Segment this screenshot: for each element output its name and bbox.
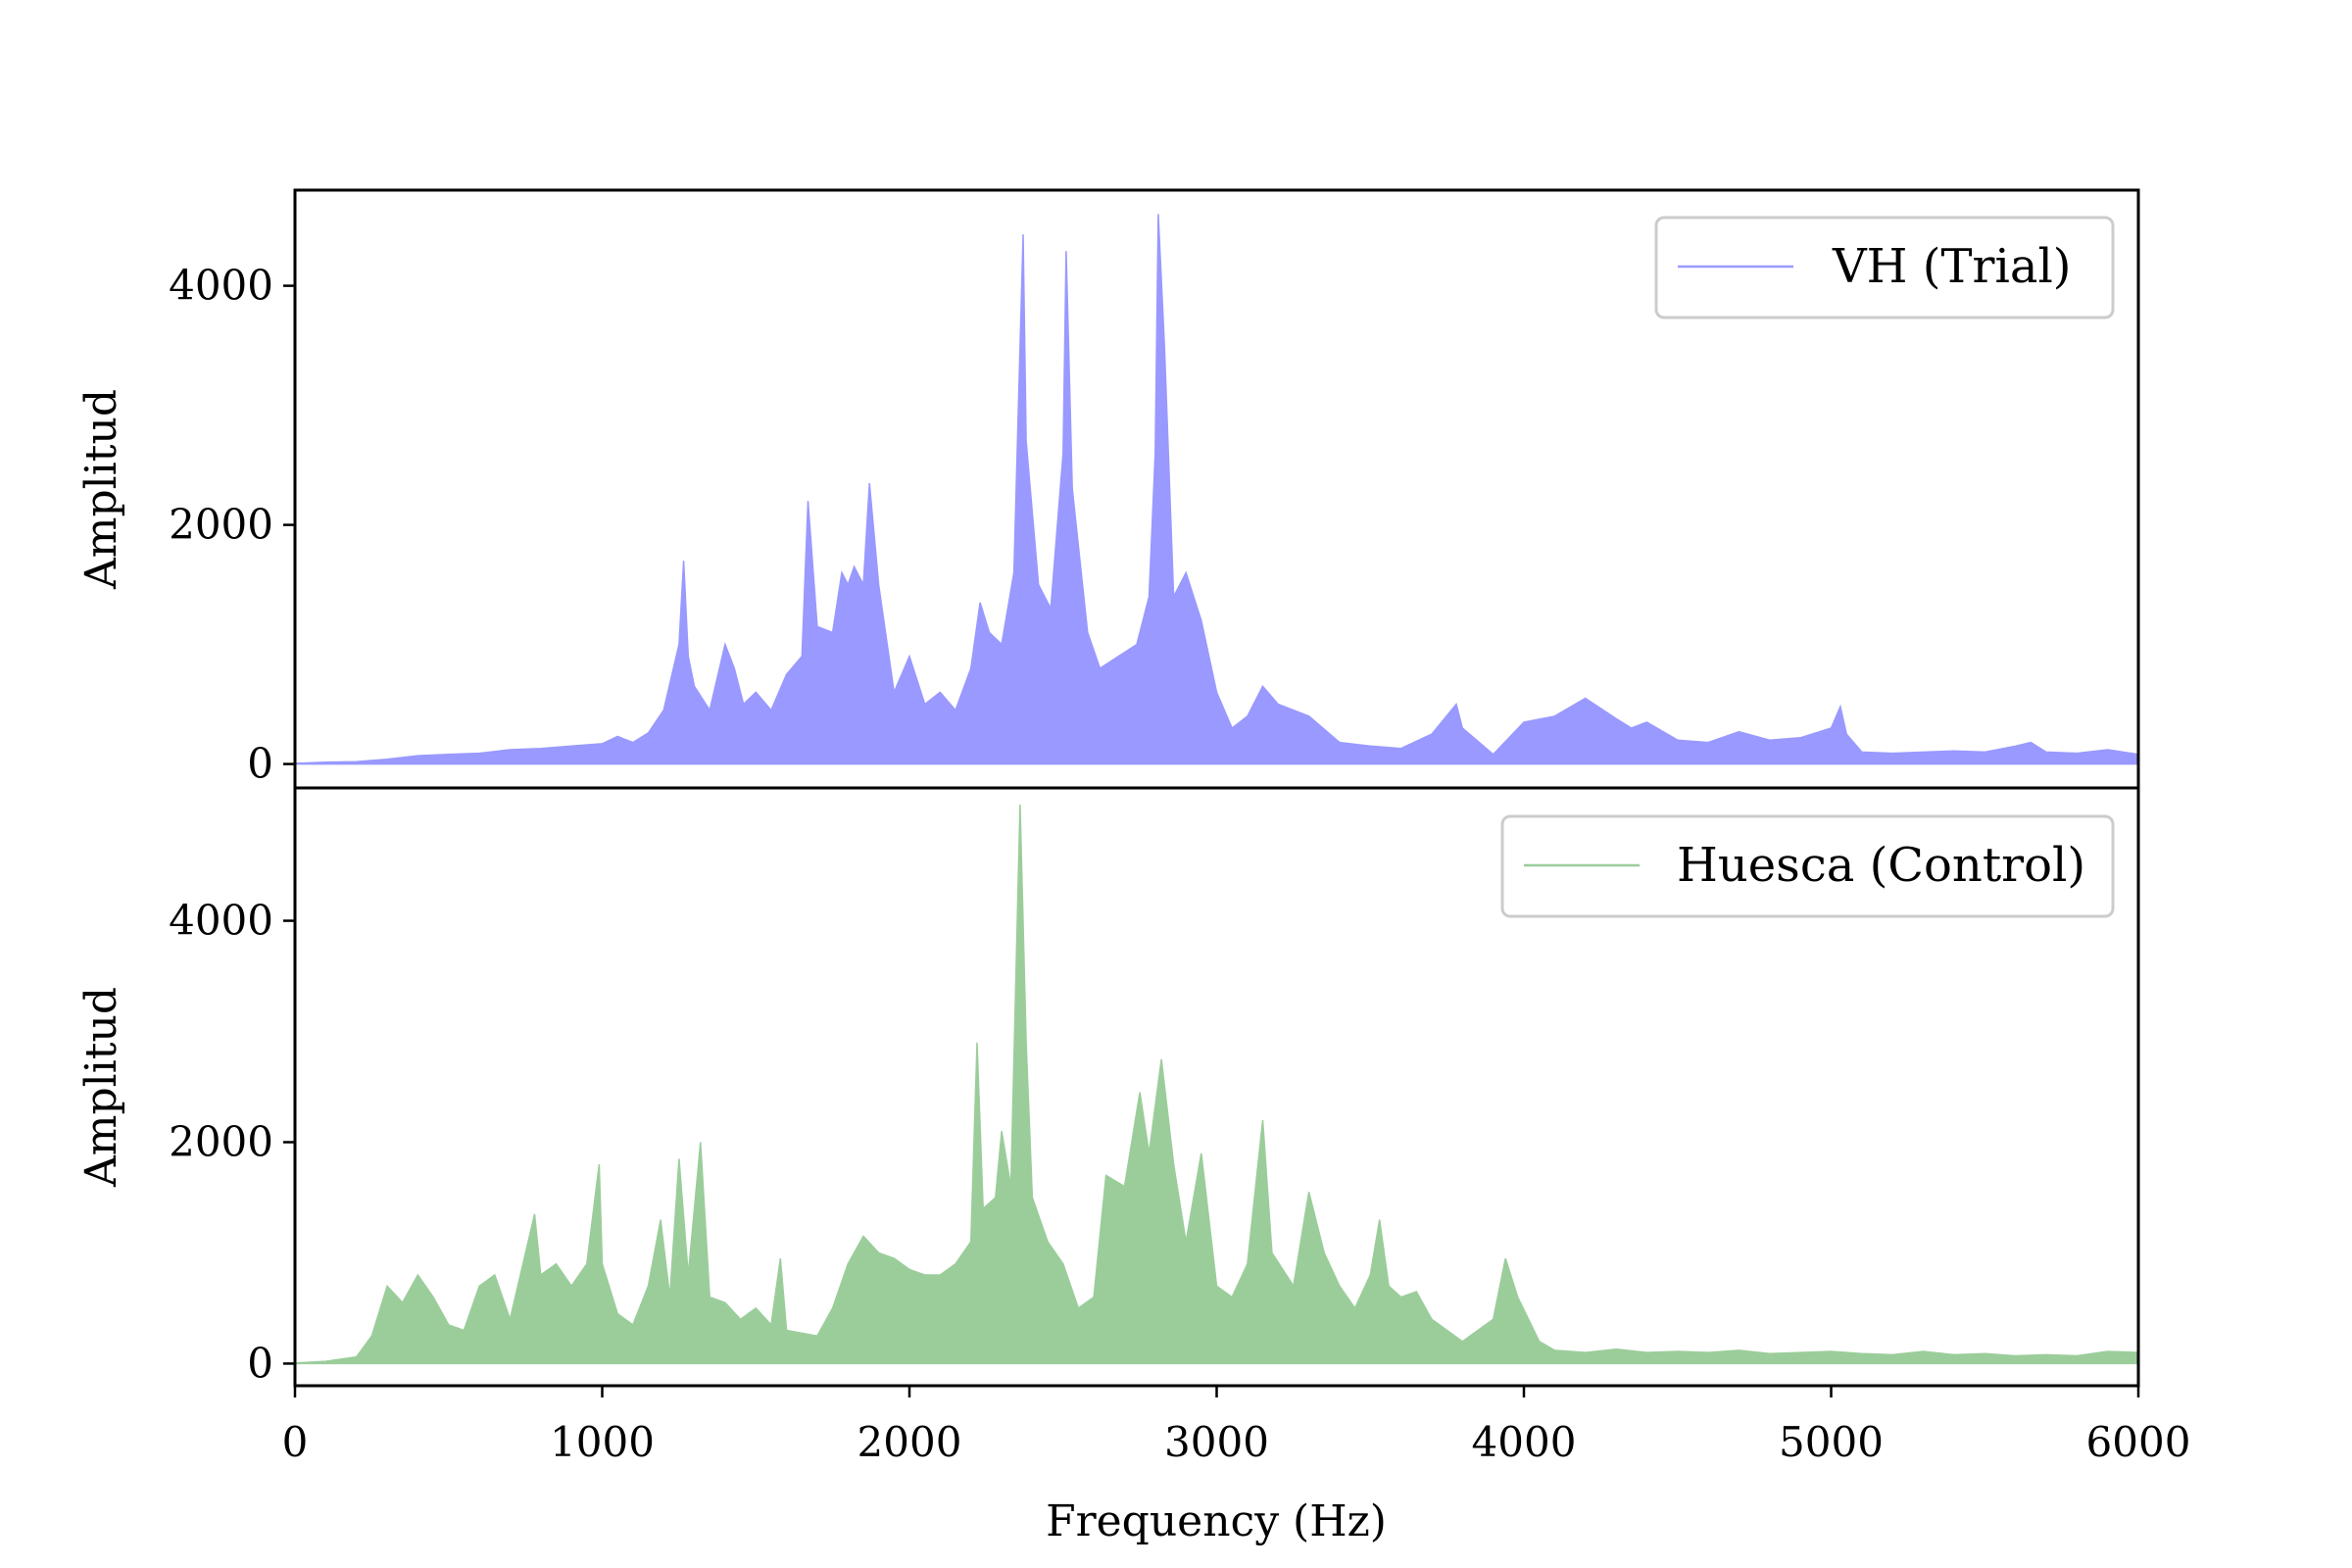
x-axis-label: Frequency (Hz) <box>1046 1496 1387 1546</box>
top-y-tick-label: 2000 <box>169 501 273 549</box>
top-panel: 0 2000 4000 Amplitud VH (Trial) <box>76 188 2140 790</box>
x-tick-label: 2000 <box>858 1418 962 1466</box>
bottom-y-ticks: 0 2000 4000 <box>169 897 295 1387</box>
x-tick-label: 0 <box>282 1418 309 1466</box>
x-tick-label: 3000 <box>1164 1418 1269 1466</box>
huesca-control-spectrum <box>294 804 2139 1365</box>
top-legend-label: VH (Trial) <box>1832 239 2072 294</box>
bottom-panel: 0 2000 4000 0 1000 2000 3000 4000 5000 6000 Ampl… <box>76 786 2191 1546</box>
x-ticks: 0 1000 2000 3000 4000 5000 6000 <box>282 1386 2191 1466</box>
x-tick-label: 1000 <box>550 1418 655 1466</box>
x-tick-label: 5000 <box>1779 1418 1884 1466</box>
top-legend-box <box>1654 216 2115 319</box>
bottom-y-tick-label: 4000 <box>169 897 273 945</box>
x-tick-label: 6000 <box>2086 1418 2191 1466</box>
x-tick-label: 4000 <box>1472 1418 1577 1466</box>
bottom-y-tick-label: 2000 <box>169 1117 273 1165</box>
bottom-legend-box <box>1500 814 2115 918</box>
bottom-axes-frame <box>293 786 2140 1388</box>
bottom-y-axis-label: Amplitud <box>76 987 126 1188</box>
vh-trial-spectrum <box>294 214 2139 765</box>
bottom-y-tick-label: 0 <box>247 1339 273 1387</box>
top-y-tick-label: 4000 <box>169 262 273 310</box>
top-y-axis-label: Amplitud <box>76 389 126 590</box>
bottom-legend: Huesca (Control) <box>1500 814 2115 918</box>
top-legend: VH (Trial) <box>1654 216 2115 319</box>
bottom-legend-label: Huesca (Control) <box>1677 838 2085 893</box>
top-y-ticks: 0 2000 4000 <box>169 262 295 788</box>
top-y-tick-label: 0 <box>247 740 273 788</box>
